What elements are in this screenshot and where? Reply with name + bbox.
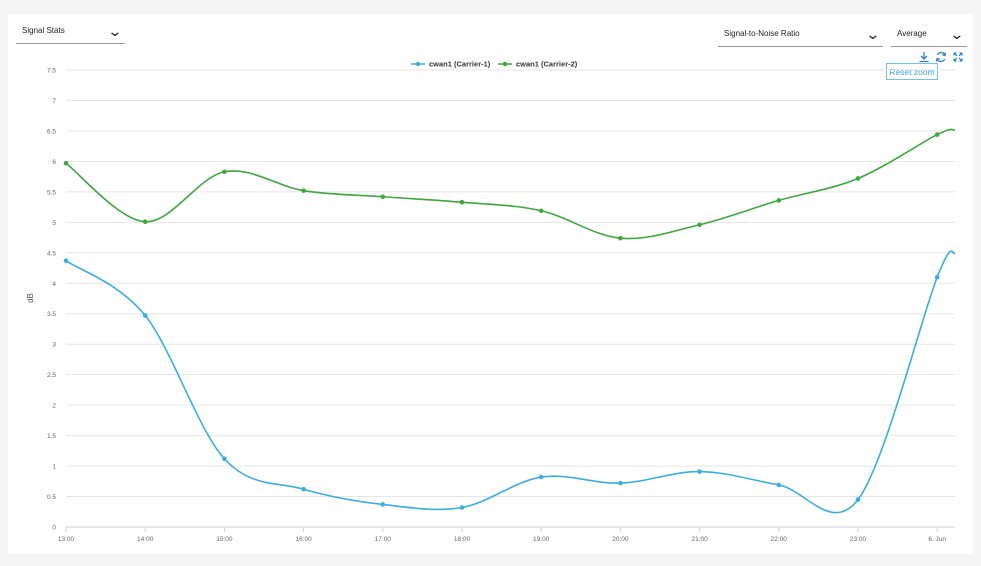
legend-label: cwan1 (Carrier-2) xyxy=(516,60,578,69)
reset-zoom-button[interactable]: Reset zoom xyxy=(886,63,938,80)
aggregate-dropdown[interactable]: Average ⌄ xyxy=(891,21,967,47)
legend-label: cwan1 (Carrier-1) xyxy=(429,60,491,69)
aggregate-label: Average xyxy=(897,29,927,38)
refresh-icon xyxy=(935,51,947,63)
chevron-down-icon: ⌄ xyxy=(865,25,881,42)
metric-label: Signal-to-Noise Ratio xyxy=(724,29,800,38)
refresh-button[interactable] xyxy=(934,50,948,64)
chevron-down-icon: ⌄ xyxy=(949,25,965,42)
chevron-down-icon: ⌄ xyxy=(107,22,123,39)
legend-item-2[interactable]: cwan1 (Carrier-2) xyxy=(498,60,578,69)
signal-stats-label: Signal Stats xyxy=(22,26,65,35)
metric-dropdown[interactable]: Signal-to-Noise Ratio ⌄ xyxy=(718,21,883,47)
legend: cwan1 (Carrier-1) cwan1 (Carrier-2) xyxy=(411,60,578,69)
legend-marker xyxy=(415,61,421,67)
expand-icon xyxy=(953,52,963,62)
signal-stats-dropdown[interactable]: Signal Stats ⌄ xyxy=(16,18,125,44)
legend-item-1[interactable]: cwan1 (Carrier-1) xyxy=(411,60,491,69)
chart-panel xyxy=(8,14,973,554)
expand-button[interactable] xyxy=(951,50,965,64)
legend-marker xyxy=(502,61,508,67)
download-icon xyxy=(919,52,929,63)
download-button[interactable] xyxy=(917,50,931,64)
